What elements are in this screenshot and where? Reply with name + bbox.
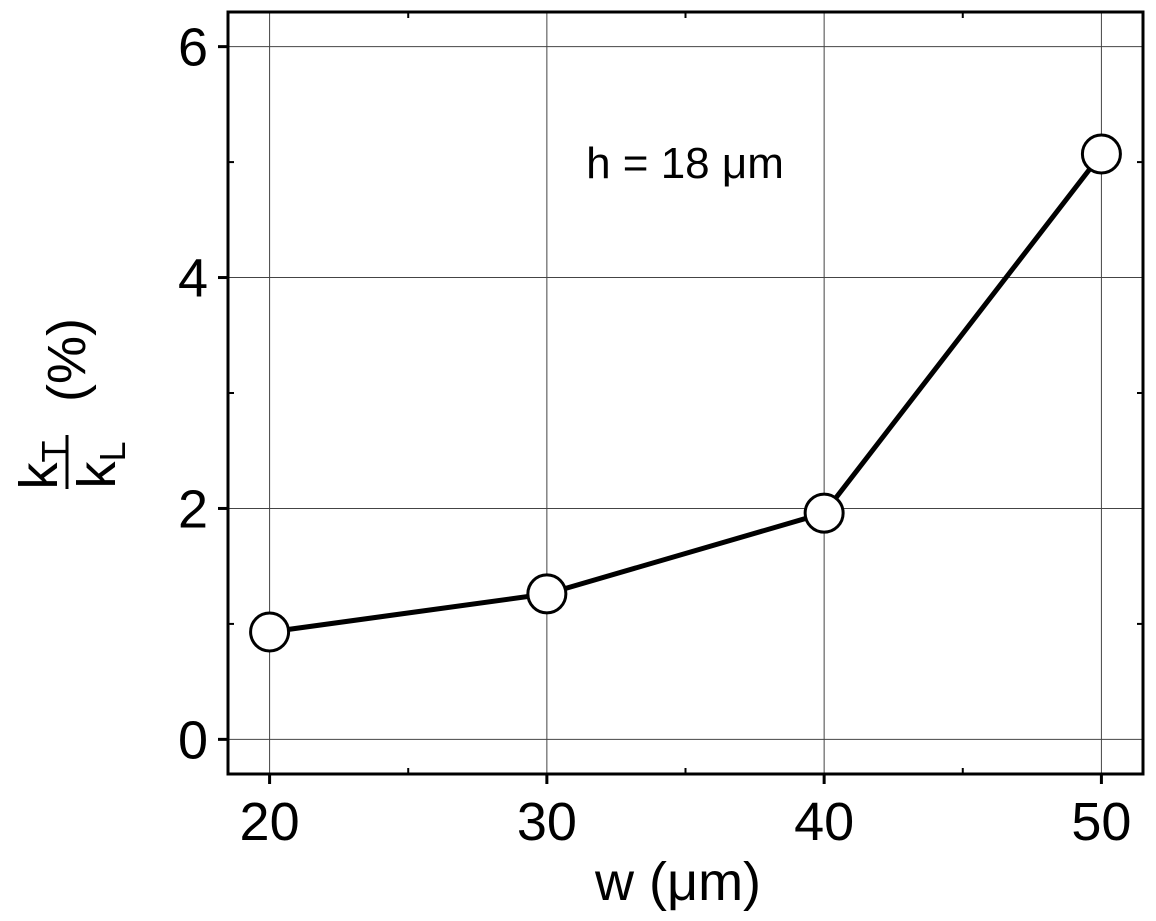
y-tick-labels: 0 2 4 6	[178, 18, 208, 771]
series-line	[269, 152, 1104, 635]
data-point	[1080, 133, 1122, 175]
y-axis-denominator: kL	[67, 441, 133, 488]
data-point	[526, 573, 568, 615]
x-tick-label: 40	[794, 792, 854, 852]
plot-frame	[226, 10, 1145, 776]
y-tick-label: 0	[178, 710, 208, 770]
annotation-label: h = 18 μm	[586, 139, 784, 188]
data-point	[249, 611, 291, 653]
y-axis-unit: (%)	[37, 318, 97, 402]
y-axis-numerator: kT	[9, 441, 75, 490]
x-axis-title: w (μm)	[594, 852, 761, 912]
y-tick-label: 4	[178, 249, 208, 309]
x-tick-label: 50	[1071, 792, 1131, 852]
x-tick-labels: 20 30 40 50	[240, 792, 1132, 852]
x-tick-label: 20	[240, 792, 300, 852]
data-point	[803, 492, 845, 534]
x-tick-label: 30	[517, 792, 577, 852]
tick-marks	[218, 12, 1143, 784]
y-tick-label: 2	[178, 479, 208, 539]
y-tick-label: 6	[178, 18, 208, 78]
grid	[228, 12, 1143, 774]
y-axis-title: kT kL (%)	[9, 318, 133, 489]
data-markers	[249, 133, 1122, 653]
